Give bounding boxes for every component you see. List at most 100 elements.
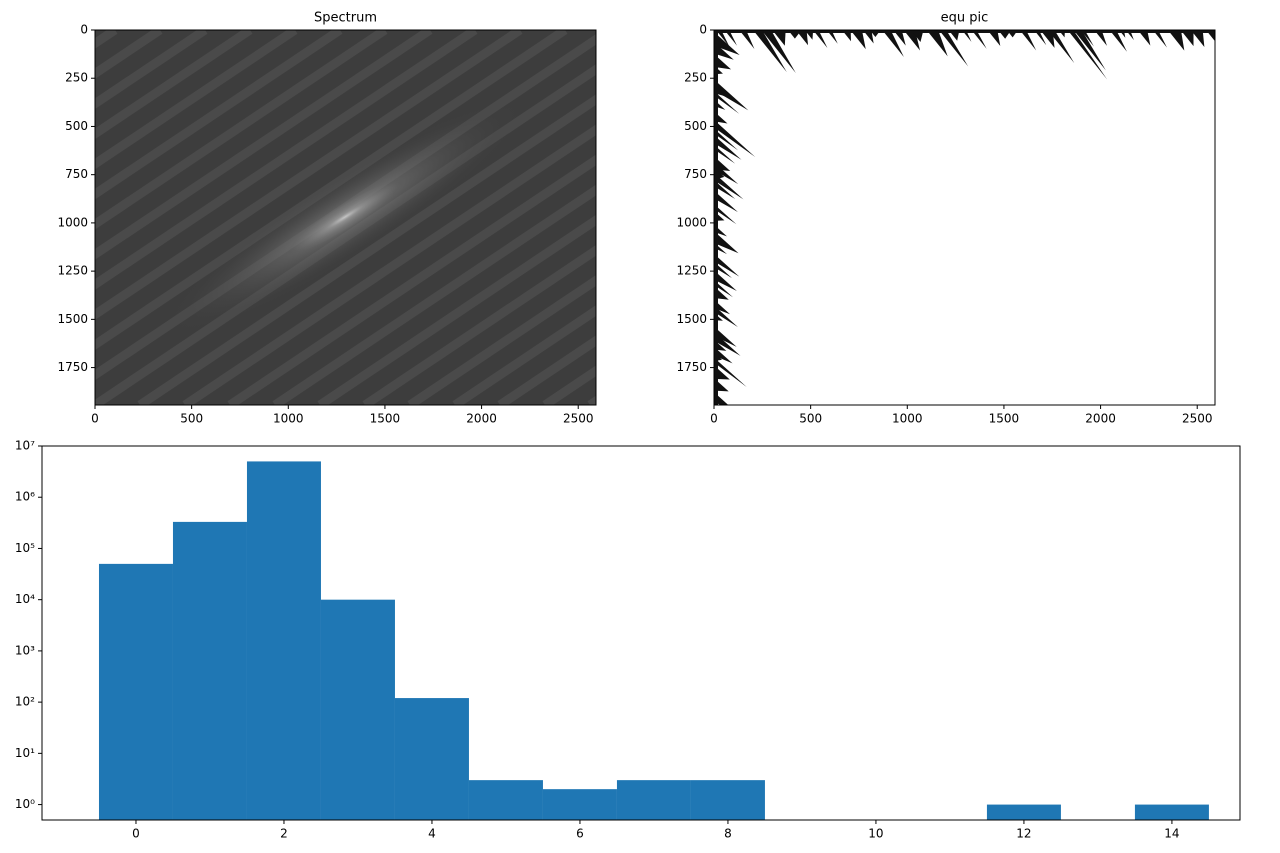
glow: [285, 178, 405, 256]
spike: [714, 299, 731, 315]
spike: [812, 30, 828, 49]
bar: [320, 599, 395, 820]
stripe: [182, 124, 596, 405]
spectrum-image: [95, 30, 596, 405]
spike: [1067, 30, 1108, 80]
spike: [714, 172, 744, 200]
x-tick-label: 1500: [989, 412, 1020, 426]
x-tick-label: 2000: [1085, 412, 1116, 426]
spike: [1152, 30, 1167, 48]
bar: [394, 698, 469, 820]
y-tick-label: 10⁷: [15, 439, 35, 453]
spike: [1047, 30, 1075, 64]
spike: [1094, 30, 1107, 46]
y-tick-label: 1500: [676, 312, 707, 326]
stripe: [95, 30, 433, 260]
spike: [795, 30, 809, 46]
spike: [714, 261, 733, 279]
y-tick-label: 0: [80, 23, 88, 37]
stripe: [95, 30, 208, 110]
bar: [1134, 804, 1209, 820]
x-tick-label: 2500: [1182, 412, 1213, 426]
y-tick-label: 500: [684, 119, 707, 133]
spike: [714, 204, 737, 225]
spike: [1040, 30, 1055, 48]
stripe: [407, 275, 596, 405]
stripe: [95, 30, 343, 200]
spike: [826, 30, 838, 44]
spike: [938, 30, 969, 67]
x-tick-label: 8: [724, 827, 732, 841]
stripe: [137, 94, 596, 405]
spike: [716, 30, 730, 47]
bar: [690, 780, 765, 820]
spike: [714, 346, 733, 364]
x-tick-label: 2: [280, 827, 288, 841]
y-tick-label: 10⁴: [15, 592, 35, 606]
y-tick-label: 1750: [676, 360, 707, 374]
x-tick-label: 1000: [892, 412, 923, 426]
y-tick-label: 10³: [15, 643, 35, 657]
spike: [714, 231, 739, 254]
y-tick-label: 1000: [57, 215, 88, 229]
stripe: [452, 305, 596, 405]
spike: [714, 144, 736, 164]
stripe: [362, 244, 596, 405]
y-tick-label: 10⁶: [15, 490, 35, 504]
spike: [714, 253, 740, 277]
x-tick-label: 0: [91, 412, 99, 426]
axes-frame: [713, 29, 1216, 406]
bar: [542, 789, 617, 820]
spike: [739, 30, 755, 49]
y-tick-label: 1500: [57, 312, 88, 326]
y-tick-label: 750: [65, 167, 88, 181]
spike: [893, 30, 906, 46]
edge: [714, 30, 718, 405]
spike: [714, 119, 756, 157]
bar: [172, 521, 247, 820]
spike: [714, 179, 736, 200]
x-tick-label: 500: [799, 412, 822, 426]
spike: [714, 331, 741, 356]
spike: [714, 91, 740, 114]
bar: [468, 780, 543, 820]
equ-image: [714, 30, 1215, 405]
x-tick-label: 500: [180, 412, 203, 426]
y-tick-label: 250: [65, 71, 88, 85]
x-tick-label: 2000: [466, 412, 497, 426]
spike: [714, 135, 742, 160]
x-tick-label: 0: [710, 412, 718, 426]
x-tick-label: 4: [428, 827, 436, 841]
spike: [987, 30, 1001, 47]
stripe: [95, 30, 478, 290]
x-tick-label: 2500: [563, 412, 594, 426]
spike: [862, 30, 874, 44]
spike: [714, 305, 738, 328]
stripe: [95, 30, 298, 170]
bar: [98, 563, 173, 820]
bar: [616, 780, 691, 820]
y-tick-label: 1250: [57, 264, 88, 278]
spike: [1190, 30, 1205, 47]
spike: [714, 326, 737, 347]
spike: [714, 79, 749, 111]
spike: [714, 357, 747, 388]
spike: [714, 270, 737, 291]
x-tick-label: 1000: [273, 412, 304, 426]
x-tick-label: 0: [132, 827, 140, 841]
x-tick-label: 12: [1016, 827, 1031, 841]
chart-title: equ pic: [941, 11, 989, 26]
spike: [714, 41, 734, 60]
spike: [724, 30, 738, 46]
spike: [714, 190, 738, 213]
stripe: [272, 184, 596, 405]
stripe: [317, 214, 596, 405]
bar: [986, 804, 1061, 820]
spike: [772, 30, 786, 46]
spike: [1019, 30, 1037, 51]
x-tick-label: 10: [868, 827, 883, 841]
spike: [714, 32, 740, 56]
bar: [246, 461, 321, 820]
y-tick-label: 1250: [676, 264, 707, 278]
